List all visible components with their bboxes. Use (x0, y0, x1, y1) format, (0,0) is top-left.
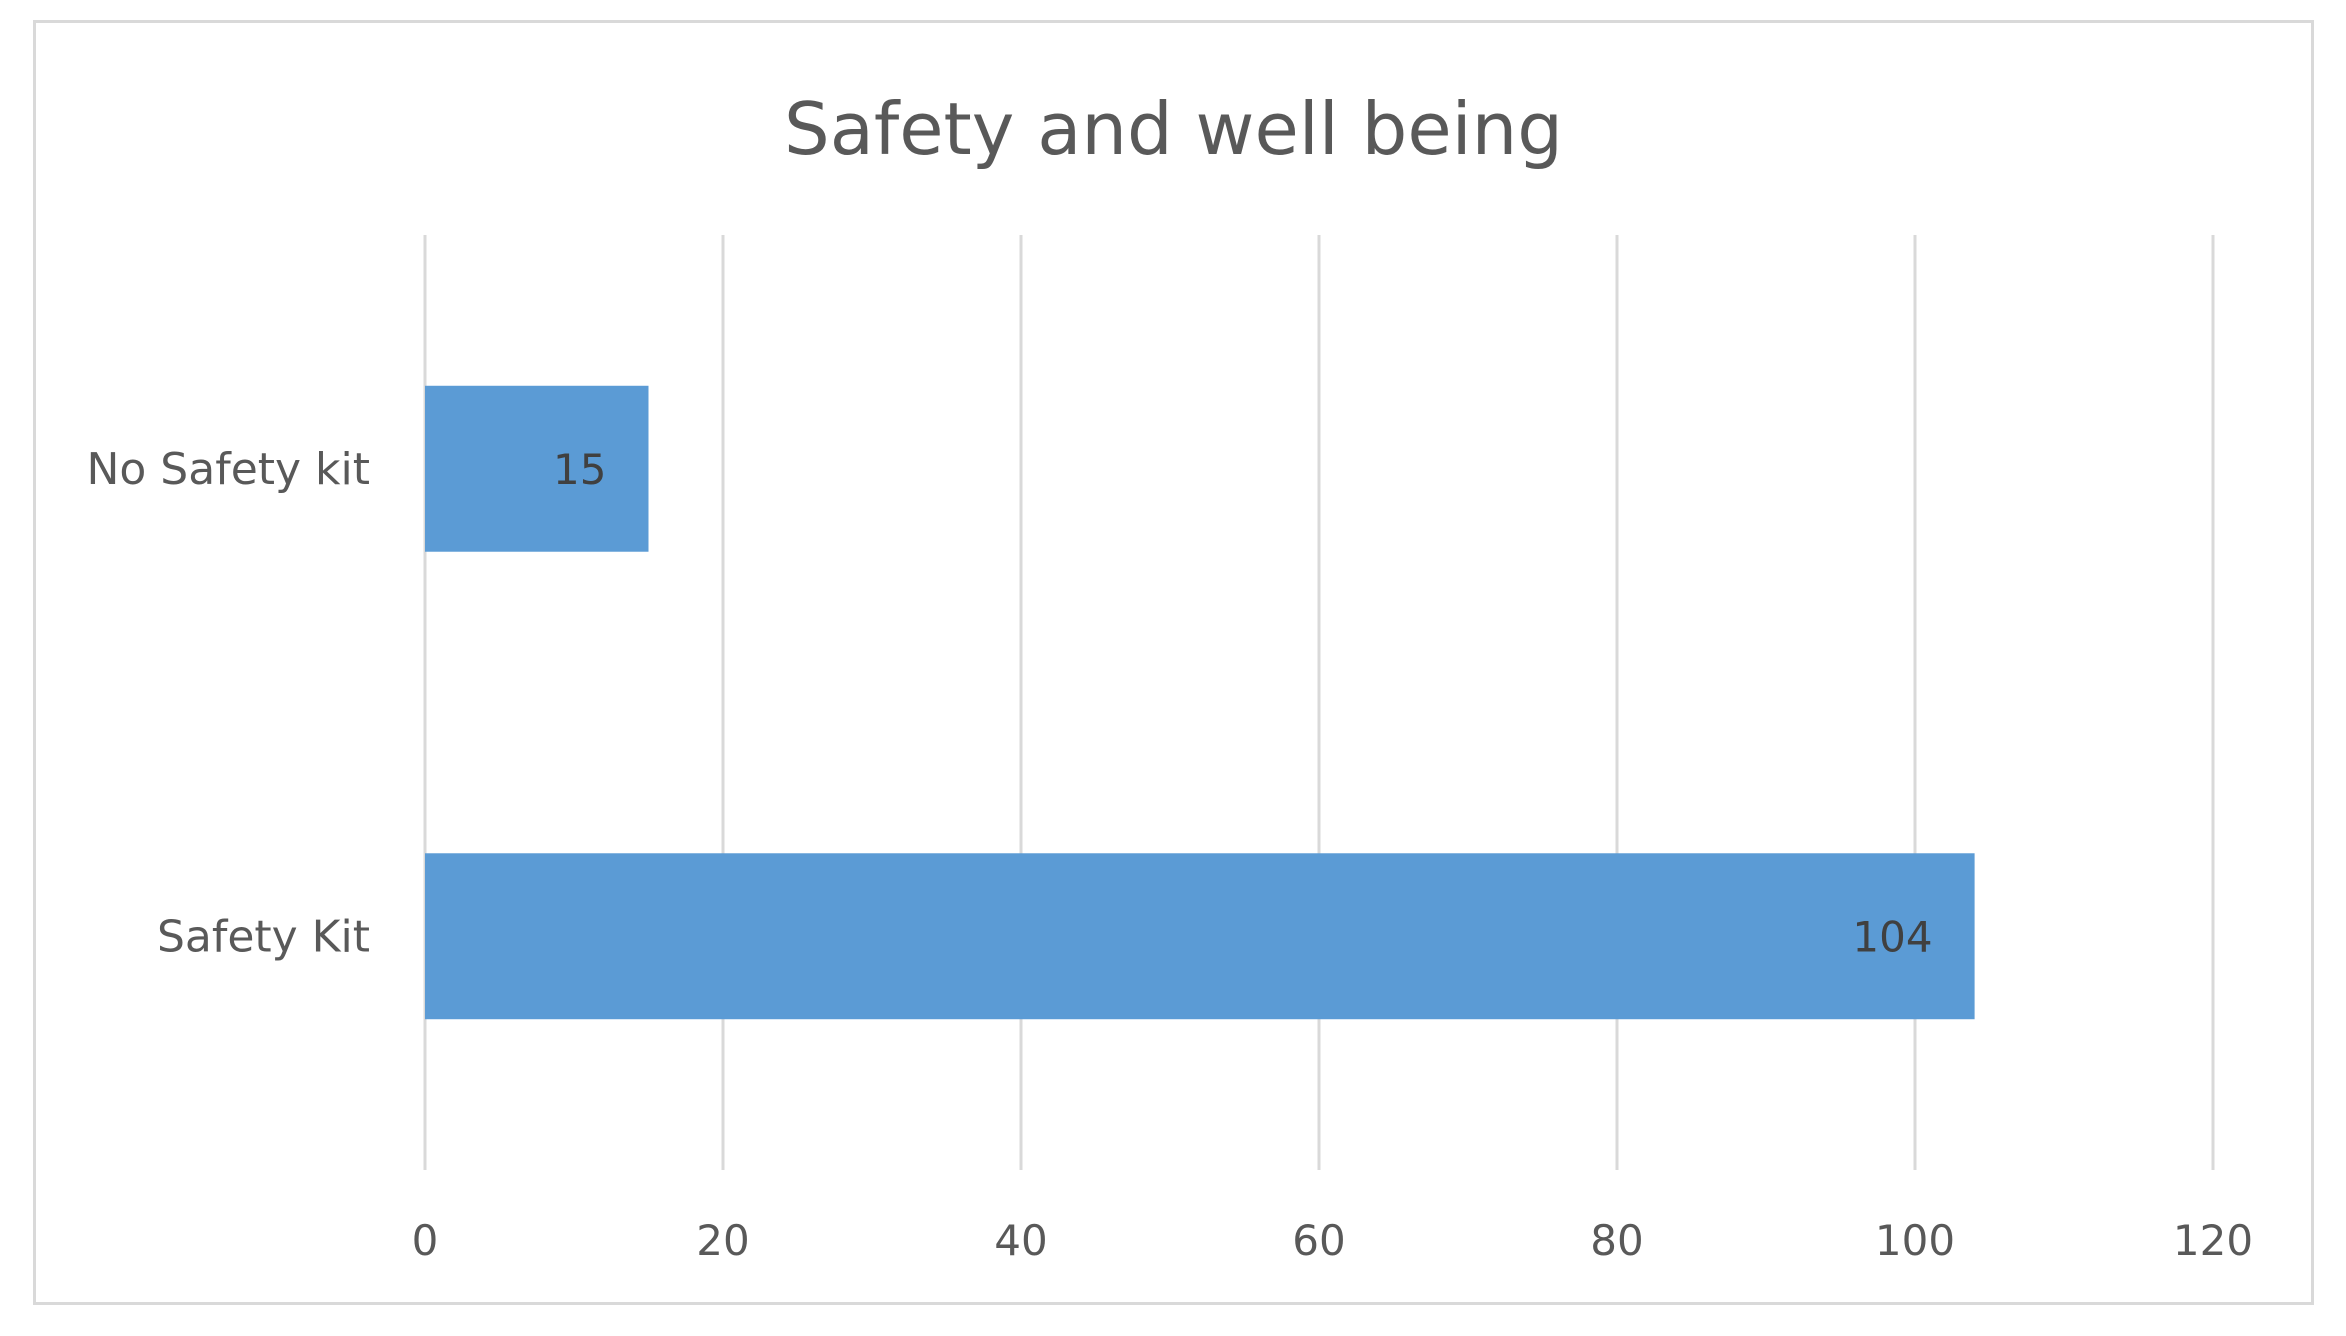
category-label: No Safety kit (86, 444, 370, 495)
category-label: Safety Kit (157, 911, 370, 962)
data-label: 104 (1852, 912, 1932, 961)
x-tick-label: 40 (994, 1216, 1047, 1265)
chart-frame: Safety and well being (33, 20, 2314, 1305)
labels: 0 20 40 60 80 100 120 No Safety kit 15 Safety Kit… (86, 444, 2253, 1265)
x-tick-label: 20 (696, 1216, 749, 1265)
bars (425, 385, 1975, 1020)
x-tick-label: 80 (1590, 1216, 1643, 1265)
x-tick-label: 0 (412, 1216, 439, 1265)
chart-title: Safety and well being (784, 87, 1563, 171)
data-label: 15 (553, 445, 606, 494)
bar (425, 385, 649, 552)
x-tick-label: 120 (2173, 1216, 2253, 1265)
x-tick-label: 100 (1875, 1216, 1955, 1265)
gridlines (423, 235, 2215, 1170)
bar (425, 853, 1975, 1020)
x-tick-label: 60 (1292, 1216, 1345, 1265)
